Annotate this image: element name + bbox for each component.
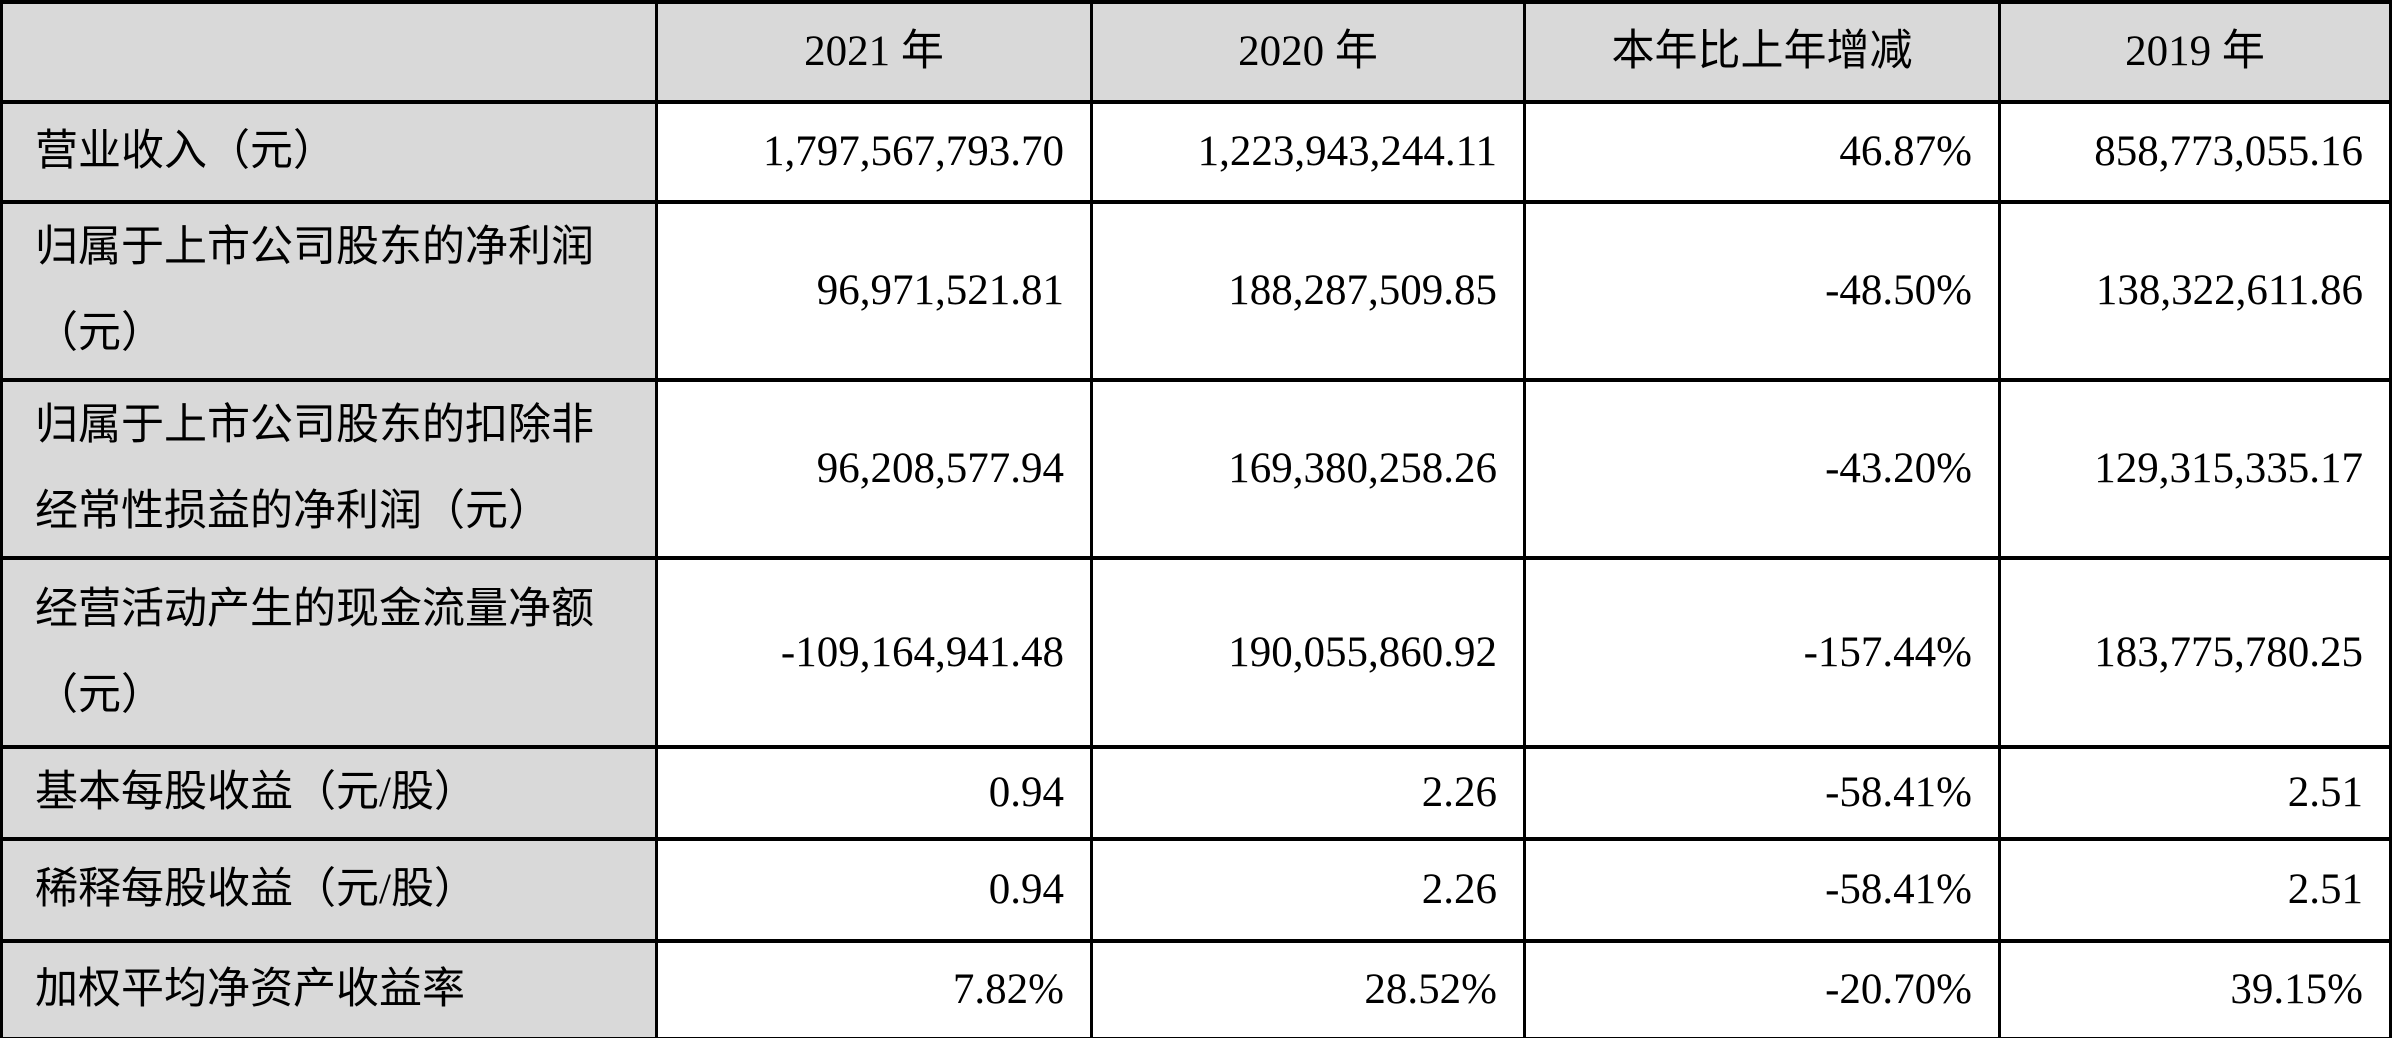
row-label: 归属于上市公司股东的净利润（元） — [0, 200, 658, 382]
cell-value-yoy-change: -48.50% — [1523, 200, 2001, 382]
cell-value-2021: -109,164,941.48 — [655, 556, 1093, 749]
column-header-2020: 2020 年 — [1090, 0, 1526, 104]
cell-value-2019: 138,322,611.86 — [1998, 200, 2392, 382]
cell-value-2019: 2.51 — [1998, 745, 2392, 841]
column-header-empty — [0, 0, 658, 104]
table-row-net-profit: 归属于上市公司股东的净利润（元） 96,971,521.81 188,287,5… — [0, 200, 2392, 382]
cell-value-2021: 96,208,577.94 — [655, 378, 1093, 560]
cell-value-2019: 2.51 — [1998, 837, 2392, 943]
cell-value-yoy-change: -20.70% — [1523, 939, 2001, 1038]
cell-value-yoy-change: 46.87% — [1523, 100, 2001, 204]
table-row-weighted-average-roe: 加权平均净资产收益率 7.82% 28.52% -20.70% 39.15% — [0, 939, 2392, 1038]
row-label: 经营活动产生的现金流量净额（元） — [0, 556, 658, 749]
row-label: 加权平均净资产收益率 — [0, 939, 658, 1038]
cell-value-2020: 190,055,860.92 — [1090, 556, 1526, 749]
row-label: 基本每股收益（元/股） — [0, 745, 658, 841]
cell-value-2020: 2.26 — [1090, 745, 1526, 841]
row-label: 稀释每股收益（元/股） — [0, 837, 658, 943]
cell-value-2020: 169,380,258.26 — [1090, 378, 1526, 560]
table-row-operating-revenue: 营业收入（元） 1,797,567,793.70 1,223,943,244.1… — [0, 100, 2392, 204]
cell-value-2019: 183,775,780.25 — [1998, 556, 2392, 749]
cell-value-2021: 0.94 — [655, 745, 1093, 841]
cell-value-2021: 96,971,521.81 — [655, 200, 1093, 382]
table-row-basic-eps: 基本每股收益（元/股） 0.94 2.26 -58.41% 2.51 — [0, 745, 2392, 841]
cell-value-2021: 7.82% — [655, 939, 1093, 1038]
cell-value-2019: 39.15% — [1998, 939, 2392, 1038]
cell-value-2020: 188,287,509.85 — [1090, 200, 1526, 382]
header-row: 2021 年 2020 年 本年比上年增减 2019 年 — [0, 0, 2392, 104]
cell-value-2020: 2.26 — [1090, 837, 1526, 943]
cell-value-2021: 1,797,567,793.70 — [655, 100, 1093, 204]
cell-value-yoy-change: -58.41% — [1523, 745, 2001, 841]
column-header-yoy-change: 本年比上年增减 — [1523, 0, 2001, 104]
row-label: 营业收入（元） — [0, 100, 658, 204]
column-header-2019: 2019 年 — [1998, 0, 2392, 104]
cell-value-2020: 1,223,943,244.11 — [1090, 100, 1526, 204]
cell-value-yoy-change: -58.41% — [1523, 837, 2001, 943]
table-row-diluted-eps: 稀释每股收益（元/股） 0.94 2.26 -58.41% 2.51 — [0, 837, 2392, 943]
cell-value-yoy-change: -157.44% — [1523, 556, 2001, 749]
row-label: 归属于上市公司股东的扣除非经常性损益的净利润（元） — [0, 378, 658, 560]
cell-value-2019: 858,773,055.16 — [1998, 100, 2392, 204]
cell-value-2019: 129,315,335.17 — [1998, 378, 2392, 560]
cell-value-2020: 28.52% — [1090, 939, 1526, 1038]
table-row-operating-cash-flow: 经营活动产生的现金流量净额（元） -109,164,941.48 190,055… — [0, 556, 2392, 749]
cell-value-yoy-change: -43.20% — [1523, 378, 2001, 560]
table-row-net-profit-excl-nonrecurring: 归属于上市公司股东的扣除非经常性损益的净利润（元） 96,208,577.94 … — [0, 378, 2392, 560]
column-header-2021: 2021 年 — [655, 0, 1093, 104]
cell-value-2021: 0.94 — [655, 837, 1093, 943]
